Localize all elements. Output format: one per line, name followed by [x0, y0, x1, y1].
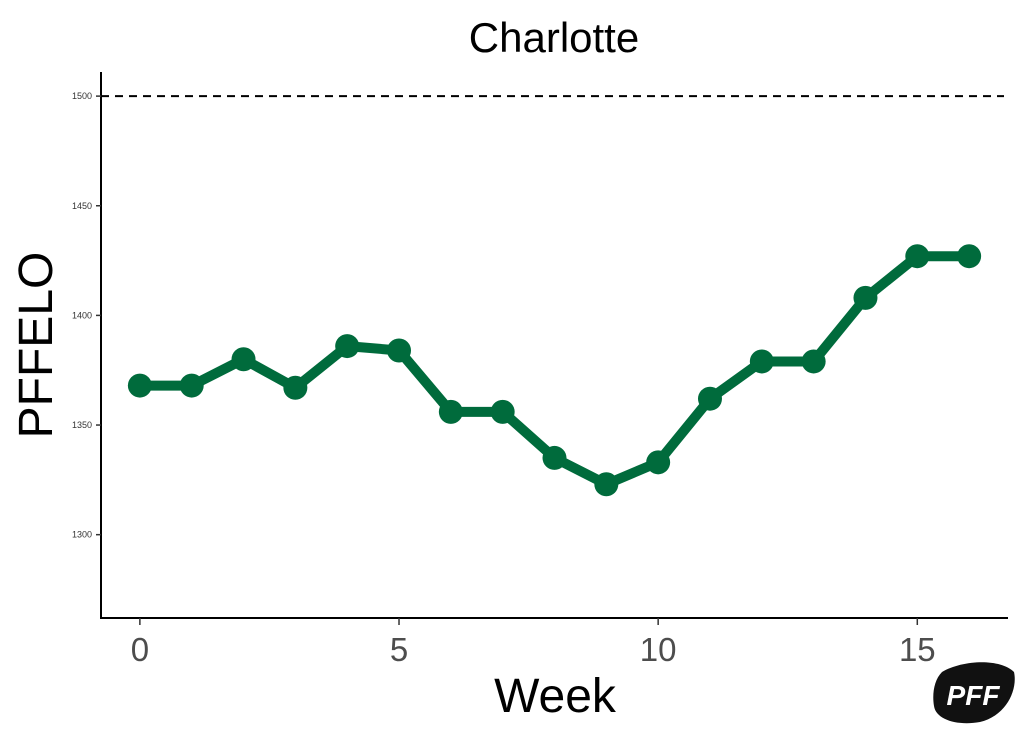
y-tick-label: 1300: [72, 530, 92, 540]
x-tick-label: 5: [390, 631, 408, 668]
y-axis-title: PFFELO: [10, 252, 63, 439]
data-point: [749, 349, 774, 374]
data-point: [438, 399, 463, 424]
x-axis-title: Week: [494, 670, 617, 723]
data-point: [853, 285, 878, 310]
data-point: [127, 373, 152, 398]
data-point: [283, 375, 308, 400]
data-point: [957, 244, 982, 269]
y-tick-label: 1500: [72, 91, 92, 101]
data-point: [542, 445, 567, 470]
x-tick-label: 10: [640, 631, 677, 668]
data-point: [905, 244, 930, 269]
x-axis-ticks: 0 5 10 15: [131, 618, 936, 668]
data-point: [490, 399, 515, 424]
pff-logo-shape: [933, 662, 1015, 724]
x-tick-label: 15: [899, 631, 936, 668]
data-point: [179, 373, 204, 398]
pff-logo-text: PFF: [947, 680, 1001, 711]
chart-title: Charlotte: [469, 14, 639, 61]
data-point: [697, 386, 722, 411]
data-point: [801, 349, 826, 374]
data-point: [594, 472, 619, 497]
y-tick-label: 1450: [72, 201, 92, 211]
y-axis-ticks: 1300 1350 1400 1450 1500: [72, 91, 101, 540]
y-tick-label: 1350: [72, 420, 92, 430]
x-tick-label: 0: [131, 631, 149, 668]
y-tick-label: 1400: [72, 310, 92, 320]
pff-logo: PFF: [933, 662, 1015, 724]
plot-area: [101, 95, 1004, 497]
data-point: [335, 334, 360, 359]
data-point: [646, 450, 671, 475]
data-point: [231, 347, 256, 372]
data-point: [387, 338, 412, 363]
